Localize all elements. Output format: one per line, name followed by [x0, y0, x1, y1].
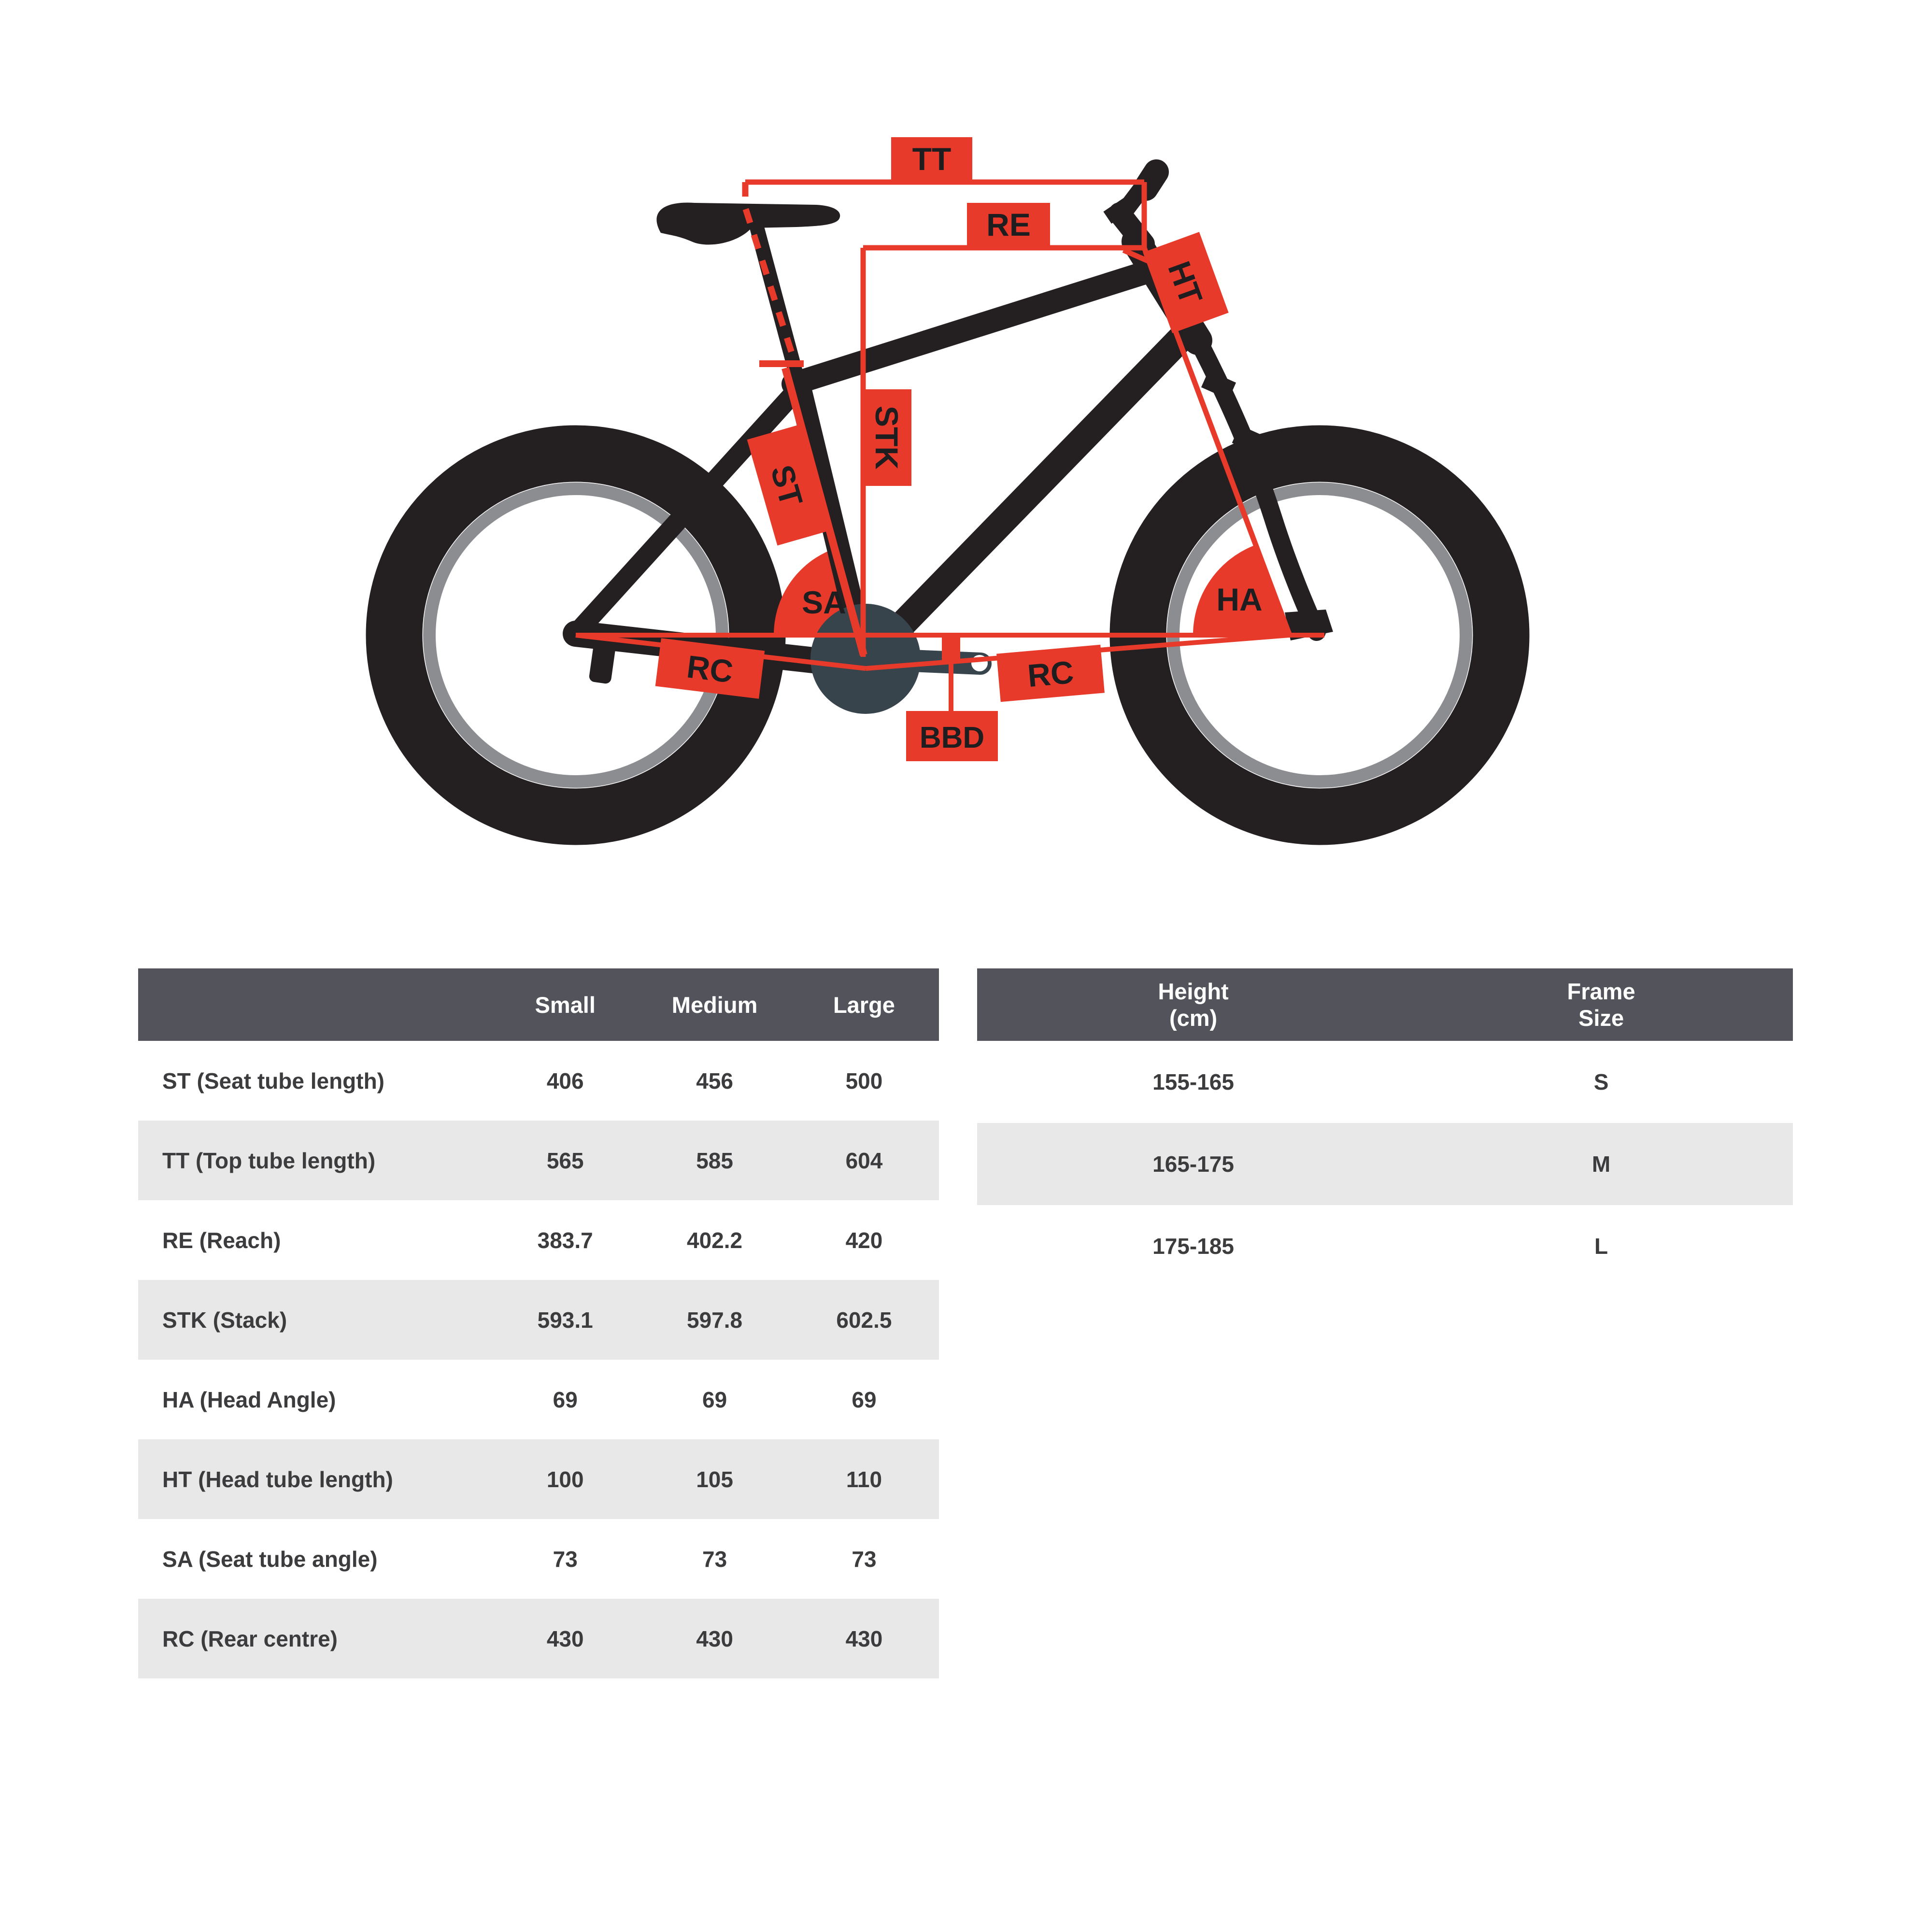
tt-label: TT: [912, 141, 952, 177]
head-angle-wedge: [1193, 545, 1290, 635]
bbd-label-box: [906, 711, 998, 761]
saddle: [656, 202, 840, 245]
ht-label-box: [1143, 232, 1229, 333]
row-value: 602.5: [836, 1307, 892, 1333]
table-row: SA (Seat tube angle) 73 73 73: [138, 1519, 939, 1599]
seatpost-dashed-line: [742, 182, 798, 364]
row-value: 383.7: [537, 1227, 593, 1253]
head-top-tick: [1122, 247, 1149, 264]
fork-brake-tab: [1232, 425, 1269, 456]
row-value: 100: [546, 1466, 584, 1492]
row-label: RE (Reach): [162, 1227, 281, 1253]
column-header-frame-size: Frame Size: [1409, 978, 1793, 1032]
rc-right-label-box: [996, 644, 1105, 702]
rc-right-label: RC: [1026, 654, 1075, 694]
row-value: 73: [852, 1546, 877, 1572]
row-value: 110: [846, 1466, 882, 1492]
column-header-small: Small: [535, 992, 596, 1018]
row-value: 585: [696, 1148, 733, 1173]
geometry-table-header: Small Medium Large: [138, 968, 939, 1041]
ha-label: HA: [1216, 582, 1262, 617]
row-value: 593.1: [537, 1307, 593, 1333]
header-line: Size: [1578, 1005, 1624, 1031]
row-value: 597.8: [687, 1307, 743, 1333]
row-value: 430: [845, 1626, 883, 1651]
row-height: 155-165: [1152, 1069, 1234, 1094]
header-line: (cm): [1169, 1005, 1218, 1031]
seat-tube-line: [781, 367, 867, 656]
sa-label: SA: [802, 584, 846, 620]
row-size: S: [1593, 1069, 1609, 1094]
seatstay-tube: [566, 376, 810, 643]
row-label: RC (Rear centre): [162, 1626, 338, 1651]
column-header-large: Large: [833, 992, 895, 1018]
table-row: RE (Reach) 383.7 402.2 420: [138, 1200, 939, 1280]
row-value: 69: [852, 1387, 877, 1412]
row-value: 69: [702, 1387, 727, 1412]
row-value: 105: [696, 1466, 733, 1492]
row-label: HT (Head tube length): [162, 1466, 393, 1492]
row-label: TT (Top tube length): [162, 1148, 376, 1173]
table-row: HT (Head tube length) 100 105 110: [138, 1439, 939, 1519]
column-header-medium: Medium: [671, 992, 758, 1018]
table-row: ST (Seat tube length) 406 456 500: [138, 1041, 939, 1121]
rear-derailleur: [589, 641, 616, 684]
stk-label-box: [863, 389, 911, 486]
rc-left-label: RC: [685, 648, 735, 689]
row-value: 420: [845, 1227, 883, 1253]
row-value: 565: [546, 1148, 584, 1173]
size-table-body: 155-165 S 165-175 M 175-185 L: [977, 1041, 1793, 1287]
row-value: 604: [845, 1148, 883, 1173]
row-label: STK (Stack): [162, 1307, 287, 1333]
bbd-label: BBD: [920, 721, 984, 754]
row-height: 175-185: [1152, 1234, 1234, 1259]
row-value: 500: [845, 1068, 883, 1094]
row-value: 402.2: [687, 1227, 743, 1253]
table-row: 175-185 L: [977, 1205, 1793, 1287]
table-row: 155-165 S: [977, 1041, 1793, 1123]
handlebar-grip: [1133, 159, 1169, 201]
st-label-box: [747, 425, 828, 546]
row-value: 456: [696, 1068, 733, 1094]
row-value: 430: [546, 1626, 584, 1651]
bike-geometry-diagram: TT RE HT STK ST SA HA RC RC BBD: [366, 137, 1530, 845]
table-row: HA (Head Angle) 69 69 69: [138, 1360, 939, 1439]
column-header-height: Height (cm): [977, 978, 1409, 1032]
geometry-table: Small Medium Large ST (Seat tube length)…: [138, 968, 939, 1678]
tt-label-box: [891, 137, 972, 182]
row-label: SA (Seat tube angle): [162, 1546, 378, 1572]
row-value: 73: [553, 1546, 578, 1572]
row-size: L: [1594, 1234, 1608, 1259]
stk-label: STK: [869, 406, 905, 469]
bb-drop-bar: [942, 635, 960, 663]
row-height: 165-175: [1152, 1151, 1234, 1177]
row-value: 430: [696, 1626, 733, 1651]
re-label-box: [967, 203, 1050, 248]
header-line: Height: [1158, 978, 1229, 1004]
diagram-labels: TT RE HT STK ST SA HA RC RC BBD: [655, 137, 1263, 761]
stem-spacer: [1103, 196, 1134, 224]
down-tube: [853, 320, 1199, 674]
row-value: 69: [553, 1387, 578, 1412]
re-label: RE: [986, 207, 1031, 242]
top-tube: [781, 259, 1164, 396]
size-table-header: Height (cm) Frame Size: [977, 968, 1793, 1041]
row-size: M: [1591, 1151, 1611, 1177]
rc-left-label-box: [655, 638, 765, 699]
geometry-table-body: ST (Seat tube length) 406 456 500 TT (To…: [138, 1041, 939, 1678]
table-row: RC (Rear centre) 430 430 430: [138, 1599, 939, 1678]
table-row: STK (Stack) 593.1 597.8 602.5: [138, 1280, 939, 1360]
row-label: HA (Head Angle): [162, 1387, 336, 1412]
row-label: ST (Seat tube length): [162, 1068, 384, 1094]
size-table: Height (cm) Frame Size 155-165 S 165-175…: [977, 968, 1793, 1287]
table-row: 165-175 M: [977, 1123, 1793, 1205]
table-row: TT (Top tube length) 565 585 604: [138, 1121, 939, 1200]
header-line: Frame: [1567, 978, 1635, 1004]
row-value: 406: [546, 1068, 584, 1094]
fork-crown-tab: [1201, 370, 1236, 399]
row-value: 73: [702, 1546, 727, 1572]
